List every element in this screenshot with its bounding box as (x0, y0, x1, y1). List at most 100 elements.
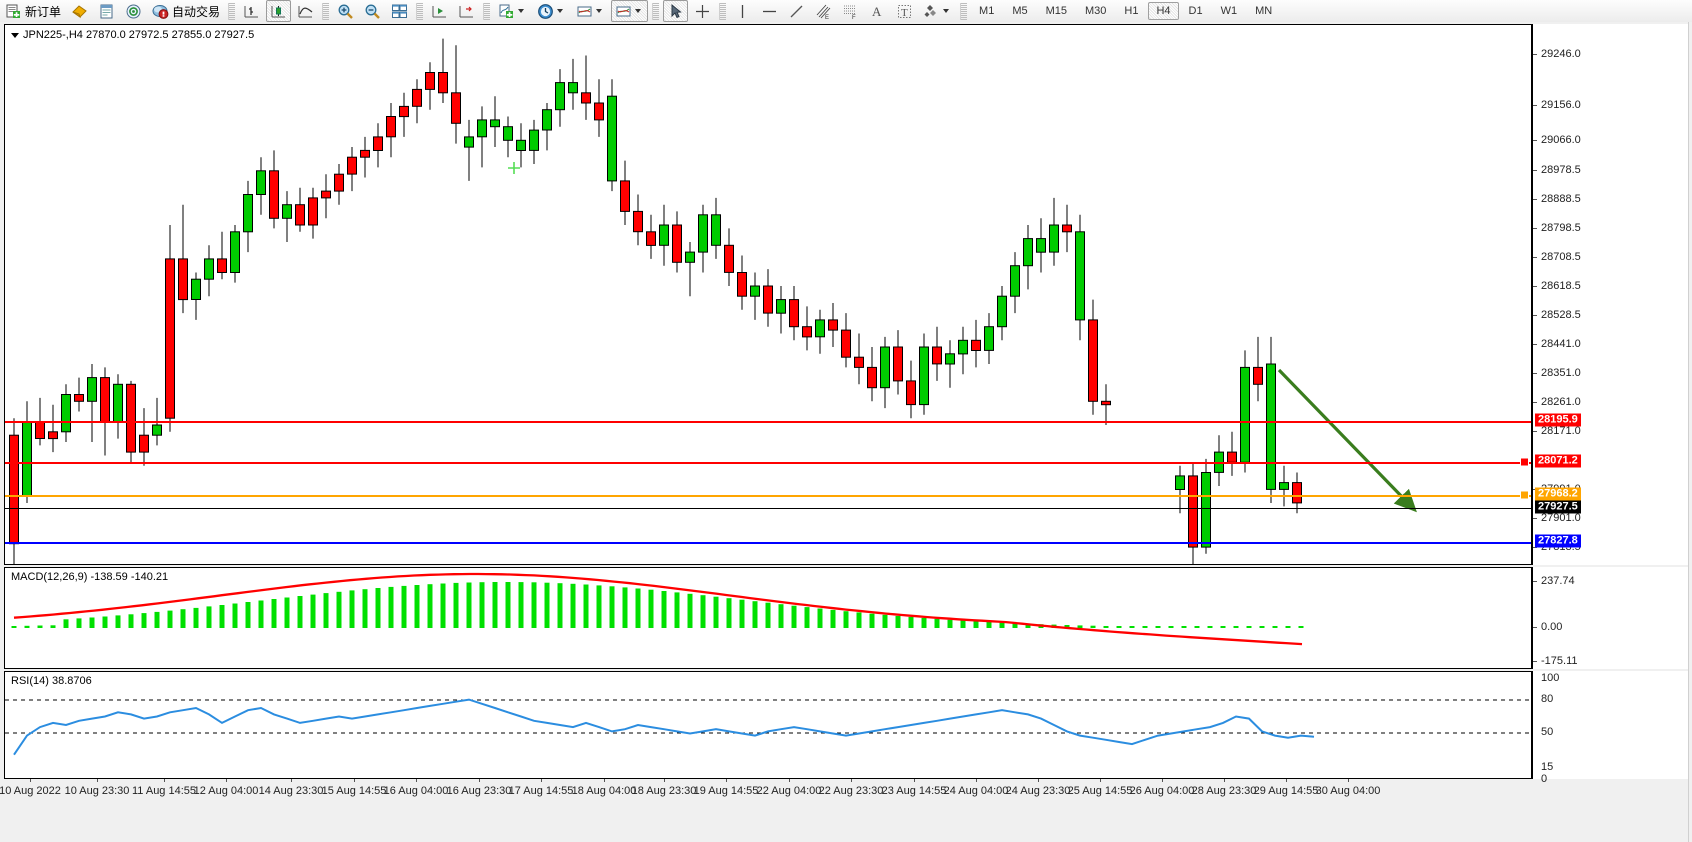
price-tick-label: 28171.0 (1541, 425, 1581, 437)
support-line-1-price-tag[interactable]: 27827.8 (1535, 534, 1581, 548)
chevron-down-icon[interactable] (635, 9, 642, 13)
trendline-button[interactable] (784, 0, 809, 22)
last-price-line[interactable] (5, 508, 1531, 509)
time-tickmark (226, 779, 227, 782)
time-tick-label: 18 Aug 23:30 (631, 785, 697, 797)
templates-active-button[interactable] (611, 0, 649, 22)
svg-text:A: A (872, 4, 882, 19)
timeframe-d1-button[interactable]: D1 (1188, 5, 1203, 17)
tile-windows-button[interactable] (387, 0, 412, 22)
zoom-in-button[interactable] (333, 0, 358, 22)
time-tickmark (604, 779, 605, 782)
shift-end-button[interactable] (427, 0, 452, 22)
time-tick-label: 10 Aug 23:30 (64, 785, 130, 797)
axis-tickmark (1533, 54, 1537, 55)
shapes-icon (923, 3, 940, 20)
time-tickmark (354, 779, 355, 782)
templates-icon (576, 3, 593, 20)
fibonacci-button[interactable]: F (838, 0, 863, 22)
axis-tickmark (1533, 373, 1537, 374)
price-tick-label: 29066.0 (1541, 134, 1581, 146)
toolbar-separator (228, 2, 236, 20)
horizontal-line-icon (761, 3, 778, 20)
cursor-icon (667, 3, 684, 20)
vertical-line-button[interactable] (730, 0, 755, 22)
pending-order-line[interactable] (5, 495, 1531, 497)
crosshair-button[interactable] (690, 0, 715, 22)
line-chart-button[interactable] (293, 0, 318, 22)
auto-trading-icon (152, 3, 169, 20)
price-tick-label: 28261.0 (1541, 396, 1581, 408)
rsi-pane[interactable]: RSI(14) 38.8706 (4, 671, 1532, 779)
resistance-line-2[interactable] (5, 462, 1531, 464)
candlestick-series (9, 38, 1302, 564)
price-tick-label: 29246.0 (1541, 48, 1581, 60)
cursor-button[interactable] (663, 0, 689, 22)
text-object-button[interactable]: T (892, 0, 917, 22)
new-order-button[interactable]: 新订单 (1, 0, 65, 22)
time-tickmark (1038, 779, 1039, 782)
time-tickmark (416, 779, 417, 782)
chart-dropdown-icon[interactable] (11, 32, 19, 38)
time-tick-label: 22 Aug 04:00 (756, 785, 822, 797)
horizontal-line-button[interactable] (757, 0, 782, 22)
rsi-tick-label: 15 (1541, 761, 1554, 773)
pending-order-line-handle[interactable] (1520, 490, 1529, 500)
resistance-line-2-price-tag[interactable]: 28071.2 (1535, 454, 1581, 468)
time-tick-label: 22 Aug 23:30 (818, 785, 884, 797)
timeframe-mn-button[interactable]: MN (1255, 5, 1273, 17)
text-label-button[interactable]: A (865, 0, 890, 22)
macd-series (11, 572, 1304, 646)
macd-pane[interactable]: MACD(12,26,9) -138.59 -140.21 (4, 567, 1532, 669)
chevron-down-icon[interactable] (557, 9, 564, 13)
timeframe-m1-button[interactable]: M1 (979, 5, 995, 17)
candlestick-chart-button[interactable] (266, 0, 292, 22)
time-tickmark (1348, 779, 1349, 782)
axis-tickmark (1533, 581, 1537, 582)
shapes-button[interactable] (919, 0, 956, 22)
tile-windows-icon (391, 3, 408, 20)
axis-tickmark (1533, 199, 1537, 200)
equidistant-channel-button[interactable]: E (811, 0, 836, 22)
chart-shift-icon (458, 3, 475, 20)
resistance-line-2-handle[interactable] (1520, 457, 1529, 467)
chart-area: JPN225-,H4 27870.0 27972.5 27855.0 27927… (0, 22, 1692, 842)
last-price-line-price-tag[interactable]: 27927.5 (1535, 500, 1581, 514)
chevron-down-icon[interactable] (518, 9, 525, 13)
timeframe-m30-button[interactable]: M30 (1085, 5, 1107, 17)
navigator-button[interactable] (121, 0, 146, 22)
support-line-1[interactable] (5, 542, 1531, 544)
indicators-button[interactable] (494, 0, 531, 22)
time-tickmark (164, 779, 165, 782)
time-tick-label: 23 Aug 14:55 (881, 785, 947, 797)
timeframe-m15-button[interactable]: M15 (1045, 5, 1067, 17)
chart-shift-button[interactable] (454, 0, 479, 22)
auto-trading-button[interactable]: 自动交易 (148, 0, 224, 22)
time-tick-label: 17 Aug 14:55 (508, 785, 574, 797)
resistance-line-1[interactable] (5, 421, 1531, 423)
chevron-down-icon[interactable] (943, 9, 950, 13)
timeframe-m5-button[interactable]: M5 (1012, 5, 1028, 17)
timeframe-h4-button[interactable]: H4 (1148, 2, 1179, 20)
resistance-line-1-price-tag[interactable]: 28195.9 (1535, 413, 1581, 427)
price-pane[interactable]: JPN225-,H4 27870.0 27972.5 27855.0 27927… (4, 24, 1532, 583)
timeframe-w1-button[interactable]: W1 (1220, 5, 1238, 17)
trendline-icon (788, 3, 805, 20)
data-window-button[interactable] (94, 0, 119, 22)
timeframe-h1-button[interactable]: H1 (1124, 5, 1139, 17)
pending-order-line-price-tag[interactable]: 27968.2 (1535, 487, 1581, 501)
price-axis[interactable]: 29246.0 29156.0 29066.0 28978.5 28888.5 28798… (1533, 24, 1688, 584)
period-button[interactable] (533, 0, 570, 22)
bar-chart-button[interactable] (239, 0, 264, 22)
chevron-down-icon[interactable] (596, 9, 603, 13)
templates-button[interactable] (572, 0, 609, 22)
vertical-scrollbar[interactable] (1688, 22, 1692, 842)
axis-tickmark (1533, 627, 1537, 628)
main-toolbar: 新订单 (0, 0, 1692, 23)
time-tick-label: 25 Aug 14:55 (1067, 785, 1133, 797)
expert-advisors-button[interactable] (67, 0, 92, 22)
macd-axis: 237.74 0.00 -175.11 (1533, 567, 1688, 669)
zoom-out-button[interactable] (360, 0, 385, 22)
rsi-label: RSI(14) 38.8706 (11, 675, 92, 687)
